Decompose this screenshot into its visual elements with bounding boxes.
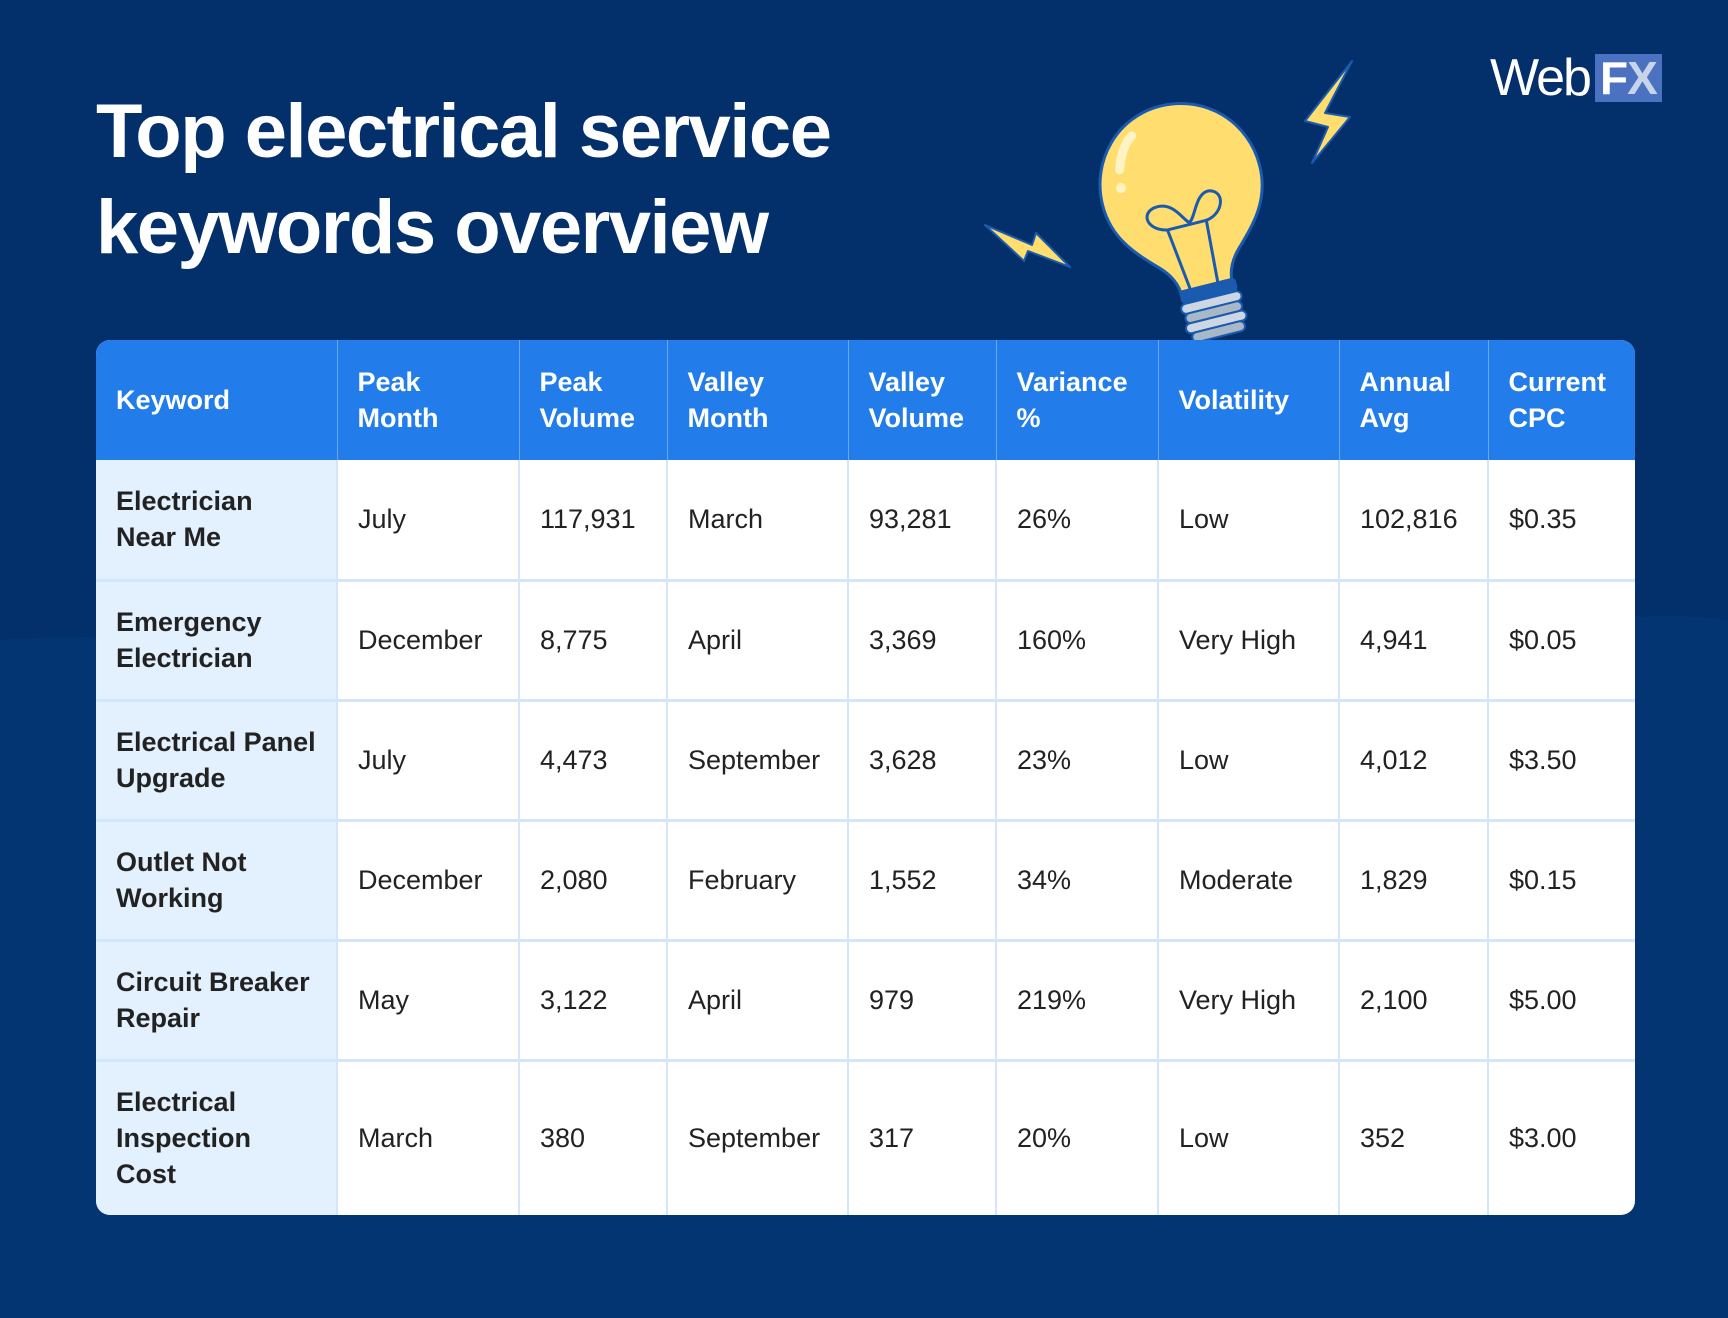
logo-x: X [1627,52,1658,104]
cell-peak-month: July [336,460,519,580]
lightbulb-illustration [984,60,1353,343]
cell-current-cpc: $3.00 [1487,1058,1635,1215]
logo-web-text: Web [1490,49,1592,107]
title-line-1: Top electrical service [96,89,832,174]
cell-variance: 160% [995,578,1158,700]
cell-valley-month: February [666,818,848,940]
cell-peak-volume: 8,775 [518,578,667,700]
cell-volatility: Low [1157,460,1339,580]
col-header-volatility: Volatility [1157,340,1339,460]
cell-peak-volume: 3,122 [518,938,667,1060]
cell-annual-avg: 4,941 [1338,578,1488,700]
table-row: Emergency Electrician December 8,775 Apr… [96,578,1635,700]
col-header-variance: Variance% [995,340,1158,460]
cell-peak-month: March [336,1058,519,1215]
table-row: Circuit Breaker Repair May 3,122 April 9… [96,938,1635,1060]
cell-current-cpc: $0.05 [1487,578,1635,700]
cell-valley-volume: 979 [847,938,996,1060]
cell-variance: 23% [995,698,1158,820]
col-header-keyword: Keyword [96,340,337,460]
col-header-peak-volume: Peak Volume [518,340,667,460]
lightning-bolt-icon [984,224,1071,268]
cell-volatility: Moderate [1157,818,1339,940]
cell-peak-month: May [336,938,519,1060]
cell-keyword: Emergency Electrician [96,578,337,700]
cell-peak-volume: 380 [518,1058,667,1215]
cell-valley-month: April [666,938,848,1060]
cell-variance: 34% [995,818,1158,940]
cell-volatility: Low [1157,1058,1339,1215]
cell-valley-volume: 3,628 [847,698,996,820]
cell-peak-month: December [336,578,519,700]
cell-current-cpc: $3.50 [1487,698,1635,820]
cell-annual-avg: 1,829 [1338,818,1488,940]
logo-f: F [1599,52,1628,104]
cell-annual-avg: 352 [1338,1058,1488,1215]
table-row: Electrical Panel Upgrade July 4,473 Sept… [96,698,1635,820]
cell-valley-volume: 317 [847,1058,996,1215]
keywords-table: Keyword Peak Month Peak Volume Valley Month… [96,340,1635,1215]
col-header-current-cpc: Current CPC [1487,340,1635,460]
lightning-bolt-icon [1304,60,1353,164]
lightbulb-icon [1098,101,1264,343]
cell-volatility: Very High [1157,578,1339,700]
title-line-2: keywords overview [96,185,769,270]
webfx-logo: Web FX [1490,52,1662,104]
cell-peak-volume: 117,931 [518,460,667,580]
cell-annual-avg: 2,100 [1338,938,1488,1060]
cell-variance: 26% [995,460,1158,580]
cell-valley-month: April [666,578,848,700]
cell-valley-month: September [666,1058,848,1215]
cell-valley-volume: 93,281 [847,460,996,580]
cell-keyword: Electrical Panel Upgrade [96,698,337,820]
col-header-valley-month: Valley Month [666,340,848,460]
cell-annual-avg: 102,816 [1338,460,1488,580]
col-header-annual-avg: Annual Avg [1338,340,1488,460]
cell-peak-month: December [336,818,519,940]
table-row: Electrical Inspection Cost March 380 Sep… [96,1058,1635,1215]
cell-peak-month: July [336,698,519,820]
cell-valley-volume: 3,369 [847,578,996,700]
cell-variance: 20% [995,1058,1158,1215]
col-header-valley-volume: Valley Volume [847,340,996,460]
logo-fx-box: FX [1594,52,1662,104]
table-row: Electrician Near Me July 117,931 March 9… [96,460,1635,580]
col-header-peak-month: Peak Month [336,340,519,460]
page-title: Top electrical service keywords overview [96,84,832,276]
cell-valley-volume: 1,552 [847,818,996,940]
table-row: Outlet Not Working December 2,080 Februa… [96,818,1635,940]
cell-keyword: Outlet Not Working [96,818,337,940]
cell-current-cpc: $0.15 [1487,818,1635,940]
cell-current-cpc: $5.00 [1487,938,1635,1060]
cell-keyword: Electrical Inspection Cost [96,1058,337,1215]
cell-variance: 219% [995,938,1158,1060]
cell-volatility: Low [1157,698,1339,820]
cell-keyword: Circuit Breaker Repair [96,938,337,1060]
cell-annual-avg: 4,012 [1338,698,1488,820]
cell-volatility: Very High [1157,938,1339,1060]
table-header-row: Keyword Peak Month Peak Volume Valley Month… [96,340,1635,460]
cell-peak-volume: 2,080 [518,818,667,940]
cell-valley-month: September [666,698,848,820]
cell-valley-month: March [666,460,848,580]
cell-current-cpc: $0.35 [1487,460,1635,580]
cell-keyword: Electrician Near Me [96,460,337,580]
cell-peak-volume: 4,473 [518,698,667,820]
